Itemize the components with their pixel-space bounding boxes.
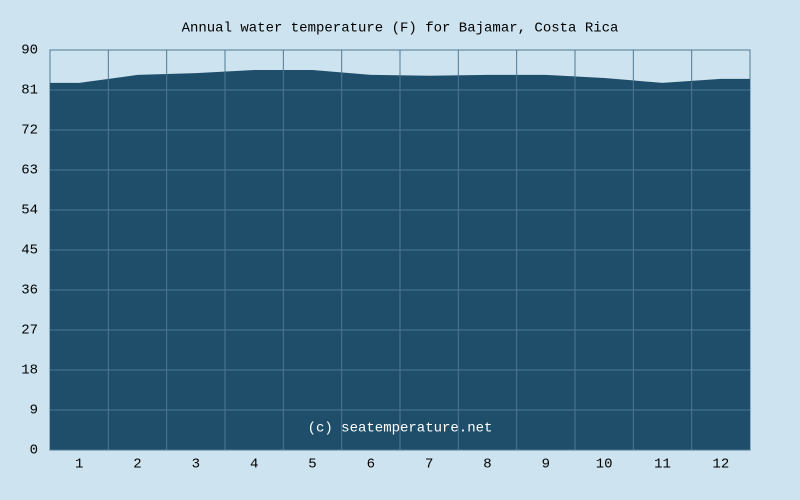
watermark: (c) seatemperature.net <box>308 421 493 437</box>
y-tick-label: 27 <box>21 323 38 339</box>
y-tick-label: 72 <box>21 123 38 139</box>
y-tick-label: 0 <box>30 443 38 459</box>
x-tick-label: 4 <box>250 457 258 473</box>
x-tick-label: 9 <box>542 457 550 473</box>
y-tick-label: 18 <box>21 363 38 379</box>
x-tick-label: 12 <box>712 457 729 473</box>
y-tick-label: 54 <box>21 203 38 219</box>
x-tick-label: 7 <box>425 457 433 473</box>
y-tick-label: 81 <box>21 83 38 99</box>
x-tick-label: 1 <box>75 457 83 473</box>
x-tick-label: 2 <box>133 457 141 473</box>
y-tick-label: 45 <box>21 243 38 259</box>
y-tick-label: 63 <box>21 163 38 179</box>
y-tick-label: 9 <box>30 403 38 419</box>
x-tick-label: 10 <box>596 457 613 473</box>
y-tick-label: 36 <box>21 283 38 299</box>
chart-title: Annual water temperature (F) for Bajamar… <box>182 21 619 37</box>
x-tick-label: 6 <box>367 457 375 473</box>
x-tick-label: 5 <box>308 457 316 473</box>
y-tick-label: 90 <box>21 43 38 59</box>
x-tick-label: 3 <box>192 457 200 473</box>
x-tick-label: 11 <box>654 457 671 473</box>
x-tick-label: 8 <box>483 457 491 473</box>
